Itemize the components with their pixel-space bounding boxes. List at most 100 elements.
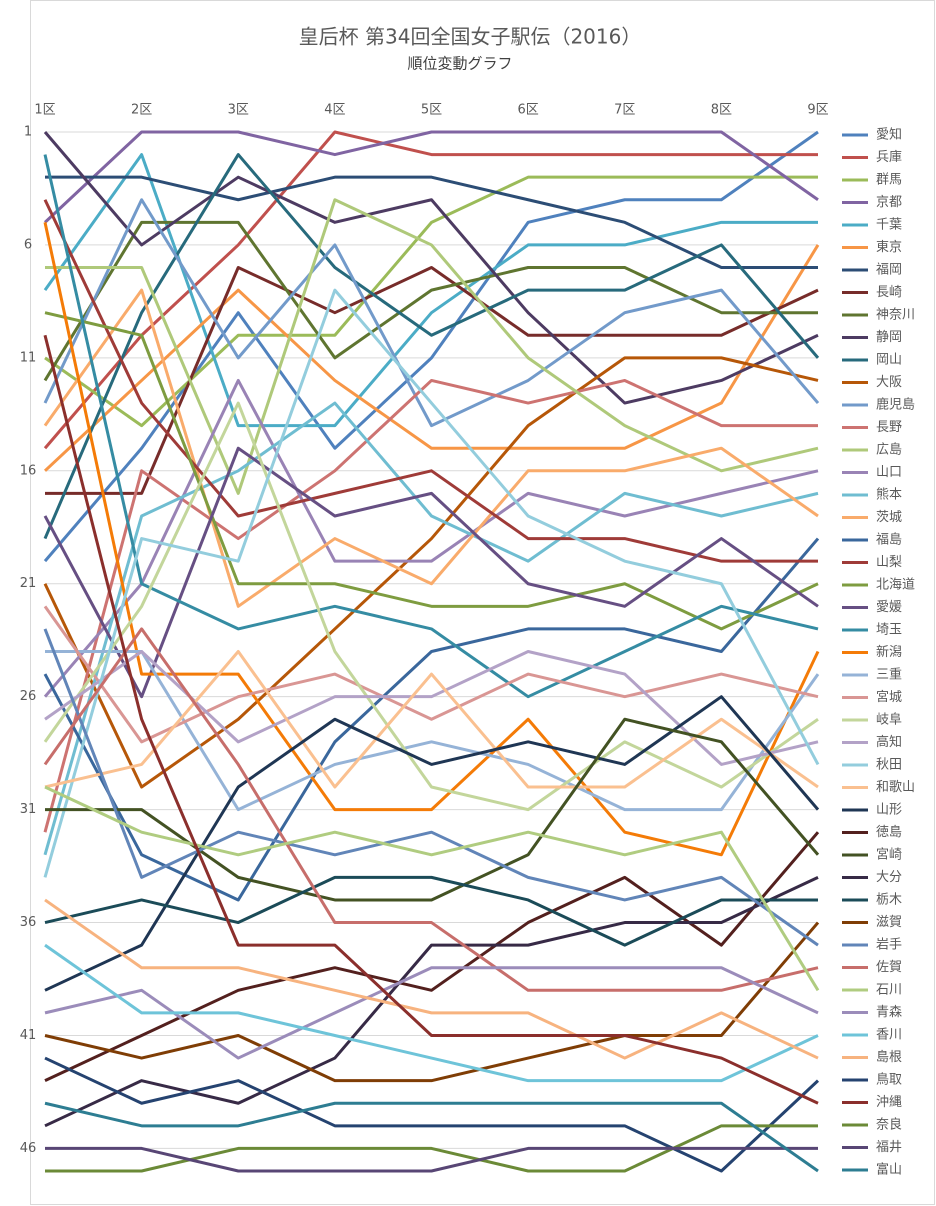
series-line <box>43 446 819 699</box>
series-line <box>43 628 819 947</box>
legend-label: 山形 <box>876 803 902 818</box>
series-line <box>43 334 819 1105</box>
series-line <box>45 650 820 812</box>
legend-label: 神奈川 <box>876 308 915 323</box>
legend-label: 北海道 <box>876 578 915 593</box>
series-line <box>43 378 819 698</box>
legend-label: 京都 <box>876 195 902 210</box>
series-line <box>43 130 819 563</box>
legend-label: 福岡 <box>876 263 902 278</box>
x-tick-label: 2区 <box>131 103 152 118</box>
legend-label: 兵庫 <box>876 150 902 165</box>
series-line <box>45 717 820 902</box>
legend-label: 山口 <box>876 465 902 480</box>
legend-label: 長崎 <box>876 285 902 300</box>
legend-label: 徳島 <box>876 825 902 840</box>
legend-label: 香川 <box>876 1028 902 1043</box>
legend-label: 埼玉 <box>876 623 902 638</box>
x-tick-label: 3区 <box>228 103 249 118</box>
legend-label: 岩手 <box>876 938 902 953</box>
legend-label: 山梨 <box>876 555 902 570</box>
legend-label: 熊本 <box>876 487 902 503</box>
legend-label: 愛知 <box>876 127 902 143</box>
series-line <box>43 356 819 789</box>
x-tick-label: 9区 <box>807 103 828 118</box>
legend-label: 鹿児島 <box>876 397 915 413</box>
y-tick-label: 1 <box>24 125 32 140</box>
series-line <box>43 288 820 878</box>
series-line <box>43 199 818 563</box>
legend-label: 新潟 <box>876 644 902 660</box>
y-tick-label: 6 <box>24 237 32 252</box>
legend-label: 石川 <box>876 983 902 998</box>
series-line <box>44 695 820 992</box>
series-line <box>45 1124 818 1173</box>
legend-label: 東京 <box>876 239 902 255</box>
legend-label: 茨城 <box>876 510 902 525</box>
series-line <box>45 1146 818 1173</box>
series-line <box>44 921 820 1083</box>
legend-label: 奈良 <box>876 1117 902 1133</box>
series-line <box>43 154 819 699</box>
legend-label: 愛媛 <box>876 600 902 615</box>
legend-label: 千葉 <box>876 218 902 233</box>
legend-label: 福島 <box>876 533 902 548</box>
legend-label: 広島 <box>876 443 902 458</box>
legend-label: 宮城 <box>876 689 902 705</box>
legend-label: 沖縄 <box>876 1095 902 1110</box>
x-tick-label: 6区 <box>517 103 538 118</box>
series-line <box>44 311 819 631</box>
series-line <box>44 1101 819 1173</box>
legend-label: 福井 <box>876 1140 902 1155</box>
x-tick-label: 4区 <box>324 103 345 118</box>
series-line <box>44 875 818 947</box>
series-line <box>43 378 818 833</box>
series-line <box>44 785 820 992</box>
legend-label: 大分 <box>876 870 902 885</box>
legend-label: 長野 <box>876 420 902 435</box>
series-line <box>43 244 820 472</box>
series-line <box>44 898 819 1060</box>
series-line <box>45 175 818 270</box>
legend-label: 青森 <box>876 1005 902 1020</box>
series-line <box>43 288 819 608</box>
legend-label: 和歌山 <box>876 780 915 795</box>
legend-label: 宮崎 <box>876 847 902 863</box>
legend-label: 岐阜 <box>876 712 902 728</box>
legend-label: 滋賀 <box>876 915 902 930</box>
y-tick-label: 46 <box>20 1141 37 1156</box>
series-line <box>44 943 819 1083</box>
legend-label: 富山 <box>876 1162 902 1178</box>
y-tick-label: 31 <box>20 802 37 817</box>
series-line <box>44 650 819 789</box>
legend-label: 岡山 <box>876 353 902 368</box>
series-line <box>44 876 819 1128</box>
series-line <box>43 198 820 428</box>
series-line <box>44 1056 820 1173</box>
series-line <box>43 401 819 856</box>
x-tick-label: 1区 <box>34 103 55 118</box>
legend-label: 島根 <box>876 1050 902 1065</box>
y-tick-label: 36 <box>20 915 37 930</box>
y-tick-label: 16 <box>20 463 37 478</box>
series-line <box>43 153 820 540</box>
y-tick-label: 11 <box>20 350 37 365</box>
series-line <box>43 627 819 992</box>
y-tick-label: 26 <box>20 689 37 704</box>
legend-label: 大阪 <box>876 375 902 390</box>
series-line <box>43 153 818 428</box>
legend-label: 群馬 <box>876 173 902 188</box>
legend-label: 静岡 <box>876 330 902 345</box>
legend-label: 佐賀 <box>876 960 902 975</box>
legend-label: 三重 <box>876 667 902 683</box>
x-tick-label: 7区 <box>614 103 635 118</box>
chart-subtitle: 順位変動グラフ <box>407 55 512 73</box>
y-tick-label: 41 <box>20 1028 37 1043</box>
legend-label: 栃木 <box>876 893 902 908</box>
series-line <box>43 537 820 902</box>
x-tick-label: 8区 <box>711 103 732 118</box>
x-tick-label: 5区 <box>421 103 442 118</box>
y-tick-label: 21 <box>20 576 37 591</box>
chart-title: 皇后杯 第34回全国女子駅伝（2016） <box>299 25 642 49</box>
